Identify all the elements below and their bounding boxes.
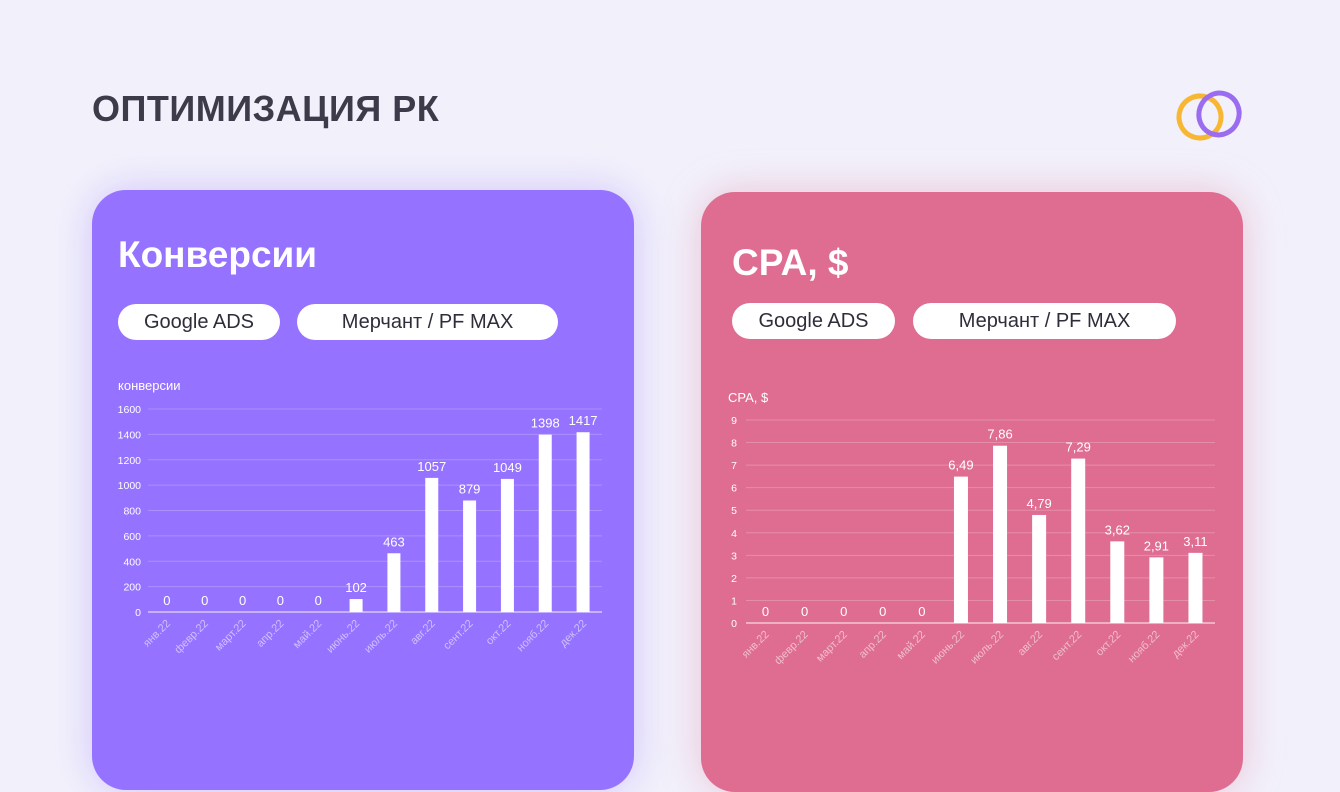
x-tick-label: апр.22 [857, 629, 889, 661]
x-tick-label: апр.22 [254, 618, 286, 650]
data-label: 7,86 [987, 427, 1012, 442]
conversions-card: Конверсии Google ADS Мерчант / PF MAX ко… [92, 190, 634, 790]
x-tick-label: дек.22 [558, 618, 590, 650]
y-tick-label: 3 [731, 550, 737, 562]
y-tick-label: 1600 [118, 404, 142, 416]
bar [1149, 557, 1164, 623]
x-tick-label: янв.22 [141, 618, 173, 650]
data-label: 0 [315, 593, 322, 608]
y-tick-label: 1000 [118, 480, 142, 492]
bar [538, 434, 552, 612]
x-tick-label: сент.22 [1050, 629, 1085, 664]
y-tick-label: 2 [731, 573, 737, 585]
x-tick-label: май.22 [895, 629, 928, 662]
y-tick-label: 6 [731, 483, 737, 495]
y-tick-label: 0 [135, 607, 141, 619]
cpa-card: CPA, $ Google ADS Мерчант / PF MAX CPA, … [701, 192, 1243, 792]
data-label: 1417 [569, 413, 598, 428]
x-tick-label: окт.22 [484, 618, 514, 648]
data-label: 0 [163, 593, 170, 608]
x-tick-label: дек.22 [1170, 629, 1202, 661]
conversions-bar-chart: конверсии020040060080010001200140016000я… [118, 378, 602, 656]
data-label: 3,11 [1183, 534, 1207, 549]
cpa-bar-chart: CPA, $01234567890янв.220февр.220март.220… [728, 390, 1215, 667]
y-tick-label: 7 [731, 460, 737, 472]
bar [463, 500, 477, 612]
data-label: 6,49 [948, 458, 973, 473]
bar [953, 476, 968, 623]
x-tick-label: июль.22 [968, 629, 1006, 667]
x-tick-label: янв.22 [740, 629, 772, 661]
merchant-pf-max-pill[interactable]: Мерчант / PF MAX [913, 303, 1176, 339]
bar [993, 445, 1008, 623]
x-tick-label: авг.22 [408, 618, 438, 648]
data-label: 0 [801, 604, 808, 619]
x-tick-label: февр.22 [772, 629, 810, 667]
y-tick-label: 1 [731, 595, 737, 607]
bar [349, 599, 363, 612]
y-tick-label: 5 [731, 505, 737, 517]
data-label: 4,79 [1026, 496, 1051, 511]
data-label: 0 [840, 604, 847, 619]
x-tick-label: июнь.22 [929, 629, 967, 667]
bar [1032, 514, 1047, 623]
bar [1188, 552, 1203, 623]
y-axis-label: CPA, $ [728, 390, 769, 405]
page-title: ОПТИМИЗАЦИЯ РК [92, 88, 440, 129]
y-tick-label: 1200 [118, 455, 142, 467]
x-tick-label: февр.22 [172, 618, 210, 656]
data-label: 102 [345, 580, 367, 595]
bar [576, 432, 590, 612]
brand-logo-icon [1176, 90, 1242, 141]
card-title: Конверсии [118, 234, 318, 275]
y-tick-label: 800 [123, 506, 141, 518]
x-tick-label: май.22 [291, 618, 324, 651]
data-label: 0 [239, 593, 246, 608]
data-label: 2,91 [1144, 538, 1169, 553]
x-tick-label: июль.22 [362, 618, 400, 656]
bar [1110, 541, 1125, 623]
data-label: 0 [918, 604, 925, 619]
google-ads-pill[interactable]: Google ADS [732, 303, 895, 339]
bar [1071, 458, 1086, 623]
google-ads-pill[interactable]: Google ADS [118, 304, 280, 340]
data-label: 3,62 [1105, 522, 1130, 537]
x-tick-label: авг.22 [1016, 629, 1046, 659]
x-tick-label: нояб.22 [515, 618, 552, 655]
data-label: 1057 [417, 459, 446, 474]
x-tick-label: июнь.22 [324, 618, 362, 656]
data-label: 1049 [493, 460, 522, 475]
data-label: 0 [201, 593, 208, 608]
y-tick-label: 8 [731, 438, 737, 450]
x-tick-label: окт.22 [1094, 629, 1124, 659]
x-tick-label: сент.22 [441, 618, 476, 653]
data-label: 7,29 [1066, 440, 1091, 455]
y-tick-label: 4 [731, 528, 737, 540]
y-tick-label: 600 [123, 531, 141, 543]
x-tick-label: март.22 [814, 629, 850, 665]
data-label: 879 [459, 481, 481, 496]
data-label: 1398 [531, 416, 560, 431]
card-title: CPA, $ [732, 242, 849, 283]
bar [425, 477, 439, 612]
y-axis-label: конверсии [118, 378, 181, 393]
y-tick-label: 9 [731, 415, 737, 427]
x-tick-label: март.22 [213, 618, 249, 654]
y-tick-label: 0 [731, 618, 737, 630]
data-label: 463 [383, 534, 405, 549]
merchant-pf-max-pill[interactable]: Мерчант / PF MAX [297, 304, 558, 340]
data-label: 0 [277, 593, 284, 608]
bar [500, 478, 514, 612]
x-tick-label: нояб.22 [1126, 629, 1163, 666]
y-tick-label: 200 [123, 582, 141, 594]
data-label: 0 [879, 604, 886, 619]
bar [387, 553, 401, 612]
data-label: 0 [762, 604, 769, 619]
y-tick-label: 400 [123, 556, 141, 568]
y-tick-label: 1400 [118, 429, 142, 441]
